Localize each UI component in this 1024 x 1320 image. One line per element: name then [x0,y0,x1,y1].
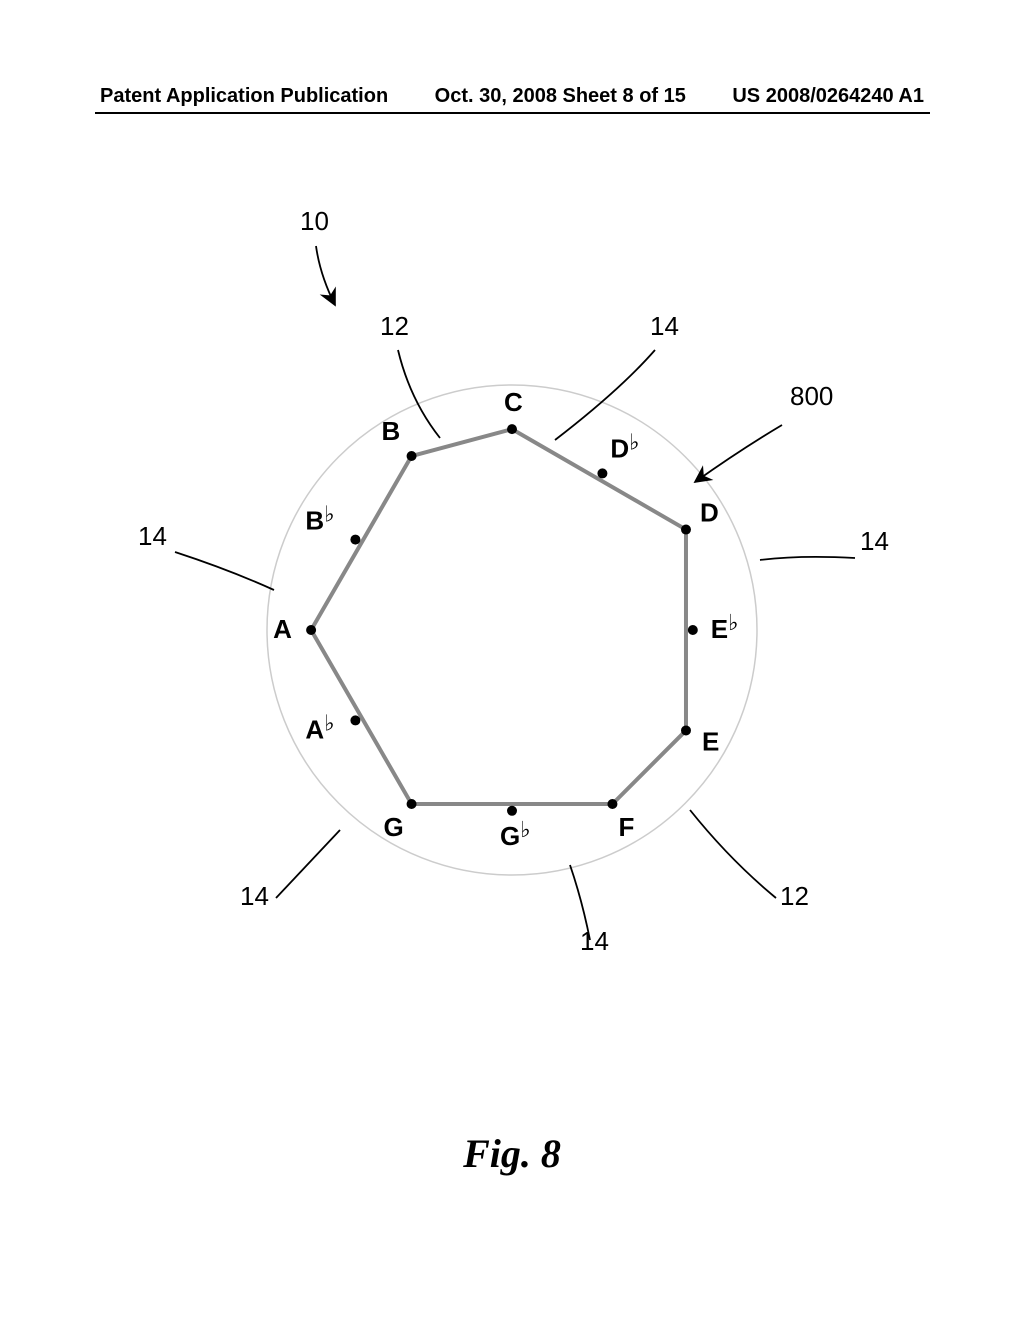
note-dot-D [681,525,691,535]
note-label-E: E [702,726,719,756]
note-dot-C [507,424,517,434]
note-dot-E [681,725,691,735]
note-label-F: F [618,812,634,842]
note-dot-Gb [507,806,517,816]
header-rule [95,112,930,114]
note-dot-Eb [688,625,698,635]
ref-label-12-1: 12 [380,311,409,341]
note-dot-G [407,799,417,809]
header-center: Oct. 30, 2008 Sheet 8 of 15 [435,85,686,108]
note-label-A: A [273,614,292,644]
figure-caption: Fig. 8 [0,1130,1024,1177]
ref-label-14-5: 14 [860,526,889,556]
leader-1 [398,350,440,438]
ref-label-14-8: 14 [580,926,609,956]
ref-label-10-0: 10 [300,206,329,236]
leader-0 [316,246,335,305]
note-label-Ab: A♭ [305,710,334,744]
note-dot-Bb [350,535,360,545]
leader-2 [555,350,655,440]
header-right: US 2008/0264240 A1 [732,85,924,108]
scale-polygon [311,429,686,804]
ref-label-12-7: 12 [780,881,809,911]
note-label-C: C [504,387,523,417]
ref-label-14-2: 14 [650,311,679,341]
note-label-D: D [700,498,719,528]
leader-5 [760,557,855,560]
note-dot-A [306,625,316,635]
note-label-Bb: B♭ [305,502,334,536]
note-label-Db: D♭ [610,429,639,463]
note-label-G: G [384,812,404,842]
leader-3 [695,425,782,482]
header-left: Patent Application Publication [100,85,388,108]
ref-label-800-3: 800 [790,381,833,411]
note-dot-Ab [350,715,360,725]
figure-diagram: C D♭ D E♭ E F G♭ G A♭ A B♭ B 10 12 14 800 14 14 14 12 14 [0,150,1024,1050]
leader-7 [690,810,776,898]
ref-label-14-4: 14 [138,521,167,551]
note-label-Eb: E♭ [711,610,739,644]
note-label-B: B [382,416,401,446]
note-dot-F [607,799,617,809]
leader-4 [175,552,274,590]
outer-circle [267,385,757,875]
note-label-Gb: G♭ [500,817,531,851]
ref-label-14-6: 14 [240,881,269,911]
leader-6 [276,830,340,898]
note-dot-Db [597,468,607,478]
note-dot-B [407,451,417,461]
